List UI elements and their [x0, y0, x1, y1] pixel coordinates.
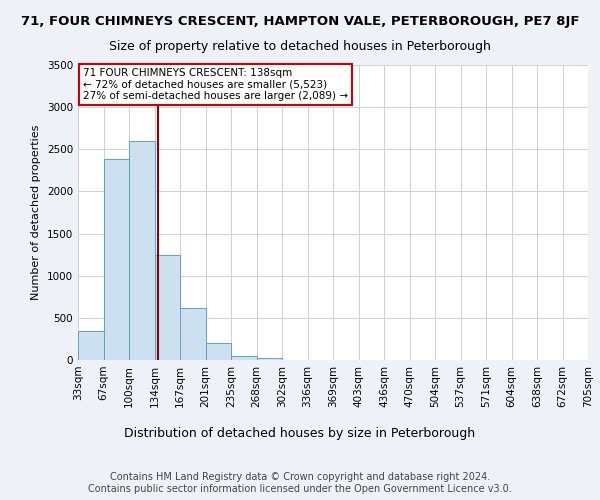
- Bar: [231, 356, 257, 360]
- Text: 71, FOUR CHIMNEYS CRESCENT, HAMPTON VALE, PETERBOROUGH, PE7 8JF: 71, FOUR CHIMNEYS CRESCENT, HAMPTON VALE…: [21, 15, 579, 28]
- Text: Size of property relative to detached houses in Peterborough: Size of property relative to detached ho…: [109, 40, 491, 53]
- Bar: [155, 254, 180, 360]
- Bar: [257, 358, 282, 360]
- Bar: [129, 141, 155, 360]
- Bar: [104, 158, 129, 360]
- Text: Contains HM Land Registry data © Crown copyright and database right 2024.
Contai: Contains HM Land Registry data © Crown c…: [88, 472, 512, 494]
- Bar: [180, 308, 205, 360]
- Bar: [205, 343, 231, 360]
- Bar: [78, 330, 104, 360]
- Y-axis label: Number of detached properties: Number of detached properties: [31, 125, 41, 300]
- Text: Distribution of detached houses by size in Peterborough: Distribution of detached houses by size …: [124, 428, 476, 440]
- Text: 71 FOUR CHIMNEYS CRESCENT: 138sqm
← 72% of detached houses are smaller (5,523)
2: 71 FOUR CHIMNEYS CRESCENT: 138sqm ← 72% …: [83, 68, 348, 101]
